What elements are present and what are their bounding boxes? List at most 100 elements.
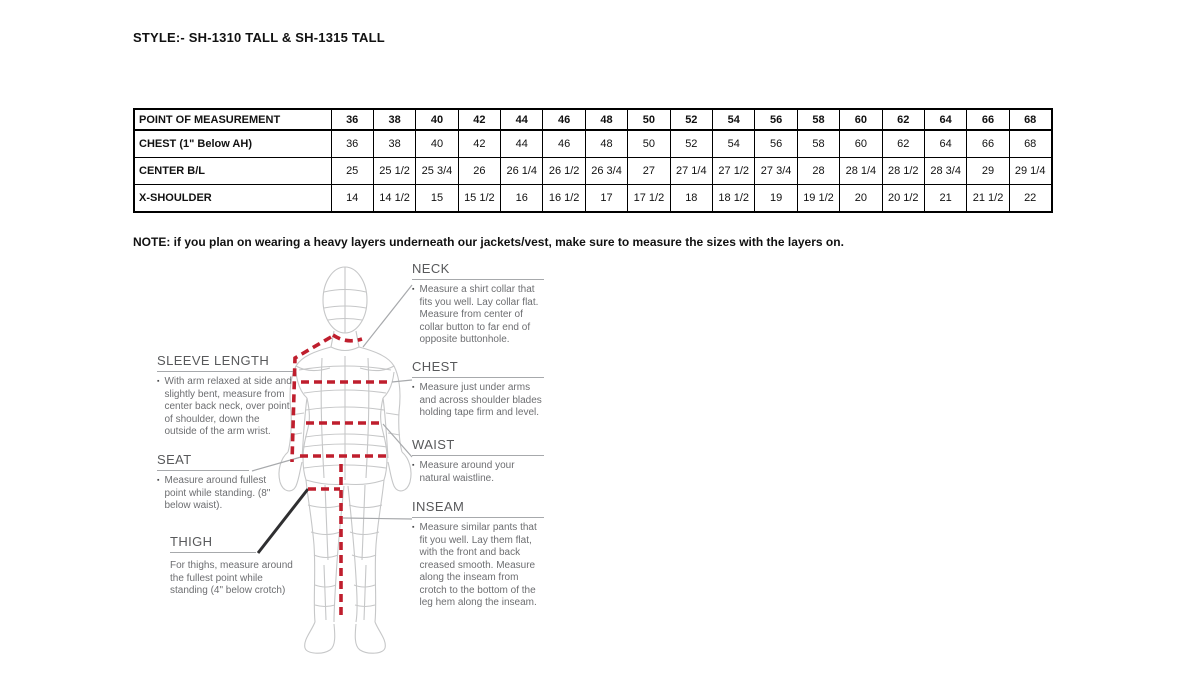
- column-header-size: 54: [712, 108, 756, 131]
- measurement-value-cell: 62: [881, 129, 925, 158]
- guide-thigh-heading: THIGH: [170, 534, 256, 553]
- measurement-value-cell: 25 3/4: [415, 157, 459, 185]
- table-row: CHEST (1" Below AH) 36 38 40 42 44 46 48 50 52 54 5…: [133, 129, 1053, 158]
- guide-inseam-text: Measure similar pants that fit you well.…: [419, 522, 537, 608]
- column-header-size: 46: [542, 108, 586, 131]
- measurement-value-cell: 20 1/2: [881, 184, 925, 213]
- measurement-value-cell: 56: [754, 129, 798, 158]
- column-header-size: 52: [669, 108, 714, 131]
- measurement-value-cell: 26 1/2: [542, 157, 586, 185]
- guide-chest-heading: CHEST: [412, 359, 544, 378]
- guide-inseam: INSEAM ▪ Measure similar pants that fit …: [412, 499, 544, 610]
- measurement-value-cell: 28 1/4: [839, 157, 883, 185]
- row-label: CHEST (1" Below AH): [133, 129, 332, 158]
- bullet-square-icon: ▪: [412, 384, 415, 391]
- table-row: X-SHOULDER 14 14 1/2 15 15 1/2 16 16 1/2 17 17 1…: [133, 184, 1053, 213]
- measurement-value-cell: 29 1/4: [1008, 157, 1053, 185]
- measurement-value-cell: 36: [330, 129, 374, 158]
- measurement-value-cell: 28 1/2: [881, 157, 925, 185]
- measurement-value-cell: 17 1/2: [627, 184, 671, 213]
- guide-chest-text: Measure just under arms and across shoul…: [419, 382, 542, 418]
- measurement-value-cell: 28: [796, 157, 841, 185]
- column-header-size: 64: [923, 108, 968, 131]
- neck-dash: [331, 333, 363, 343]
- measurement-value-cell: 19 1/2: [796, 184, 841, 213]
- neck-connector-line: [362, 284, 413, 348]
- figure-wireframe: [278, 266, 412, 654]
- column-header-size: 44: [500, 108, 544, 131]
- column-header-size: 56: [754, 108, 798, 131]
- guide-seat-text: Measure around fullest point while stand…: [164, 475, 271, 511]
- table-header-row: POINT OF MEASUREMENT 36 38 40 42 44 46 48 50 52 54…: [133, 108, 1053, 131]
- guide-seat-heading: SEAT: [157, 452, 249, 471]
- column-header-size: 60: [839, 108, 883, 131]
- column-header-size: 42: [457, 108, 502, 131]
- measurement-value-cell: 68: [1008, 129, 1053, 158]
- measurement-value-cell: 25 1/2: [372, 157, 417, 185]
- measurement-value-cell: 27: [627, 157, 671, 185]
- guide-thigh-text: For thighs, measure around the fullest p…: [170, 560, 293, 596]
- sleeve-dash: [290, 335, 332, 463]
- guide-sleeve-length-text: With arm relaxed at side and slightly be…: [164, 376, 292, 437]
- thigh-connector-line: [256, 488, 310, 554]
- measurement-value-cell: 27 3/4: [754, 157, 798, 185]
- table-row: CENTER B/L 25 25 1/2 25 3/4 26 26 1/4 26 1/2 26…: [133, 157, 1053, 185]
- guide-neck: NECK ▪ Measure a shirt collar that fits …: [412, 261, 544, 347]
- guide-waist-heading: WAIST: [412, 437, 544, 456]
- row-label: CENTER B/L: [133, 157, 332, 185]
- measurement-dash-lines: [290, 333, 391, 620]
- measurement-value-cell: 18 1/2: [712, 184, 756, 213]
- measurement-value-cell: 15: [415, 184, 459, 213]
- measurement-value-cell: 44: [500, 129, 544, 158]
- measurement-value-cell: 14 1/2: [372, 184, 417, 213]
- bullet-square-icon: ▪: [412, 462, 415, 469]
- measurement-value-cell: 64: [923, 129, 968, 158]
- measurement-value-cell: 21 1/2: [966, 184, 1010, 213]
- measurement-value-cell: 29: [966, 157, 1010, 185]
- inseam-connector-line: [342, 517, 413, 520]
- guide-waist-text: Measure around your natural waistline.: [419, 460, 515, 484]
- column-header-size: 40: [415, 108, 459, 131]
- guide-thigh: THIGH For thighs, measure around the ful…: [170, 534, 296, 598]
- bullet-square-icon: ▪: [157, 378, 160, 385]
- guide-chest: CHEST ▪ Measure just under arms and acro…: [412, 359, 544, 420]
- column-header-size: 66: [966, 108, 1010, 131]
- note-text: NOTE: if you plan on wearing a heavy lay…: [133, 235, 844, 249]
- measurement-table: POINT OF MEASUREMENT 36 38 40 42 44 46 48 50 52 54…: [133, 108, 1053, 213]
- measurement-value-cell: 17: [584, 184, 629, 213]
- guide-inseam-heading: INSEAM: [412, 499, 544, 518]
- column-header-size: 50: [627, 108, 671, 131]
- column-header-size: 58: [796, 108, 841, 131]
- chest-connector-line: [391, 379, 413, 383]
- measurement-value-cell: 16: [500, 184, 544, 213]
- measurement-value-cell: 18: [669, 184, 714, 213]
- column-header-size: 38: [372, 108, 417, 131]
- measurement-value-cell: 28 3/4: [923, 157, 968, 185]
- guide-waist: WAIST ▪ Measure around your natural wais…: [412, 437, 544, 485]
- bullet-square-icon: ▪: [157, 477, 160, 484]
- measurement-value-cell: 26: [457, 157, 502, 185]
- bullet-square-icon: ▪: [412, 286, 415, 293]
- waist-connector-line: [382, 423, 413, 458]
- guide-sleeve-length-heading: SLEEVE LENGTH: [157, 353, 293, 372]
- measurement-value-cell: 22: [1008, 184, 1053, 213]
- measurement-value-cell: 54: [712, 129, 756, 158]
- column-header-point-of-measurement: POINT OF MEASUREMENT: [133, 108, 332, 131]
- guide-neck-heading: NECK: [412, 261, 544, 280]
- measurement-value-cell: 52: [669, 129, 714, 158]
- row-label: X-SHOULDER: [133, 184, 332, 213]
- measurement-value-cell: 21: [923, 184, 968, 213]
- measurement-value-cell: 25: [330, 157, 374, 185]
- column-header-size: 62: [881, 108, 925, 131]
- measurement-value-cell: 14: [330, 184, 374, 213]
- measurement-value-cell: 27 1/2: [712, 157, 756, 185]
- page-title: STYLE:- SH-1310 TALL & SH-1315 TALL: [133, 30, 385, 45]
- measurement-value-cell: 20: [839, 184, 883, 213]
- bullet-square-icon: ▪: [412, 524, 415, 531]
- guide-sleeve-length: SLEEVE LENGTH ▪ With arm relaxed at side…: [157, 353, 293, 439]
- column-header-size: 68: [1008, 108, 1053, 131]
- measurement-value-cell: 27 1/4: [669, 157, 714, 185]
- measurement-value-cell: 26 3/4: [584, 157, 629, 185]
